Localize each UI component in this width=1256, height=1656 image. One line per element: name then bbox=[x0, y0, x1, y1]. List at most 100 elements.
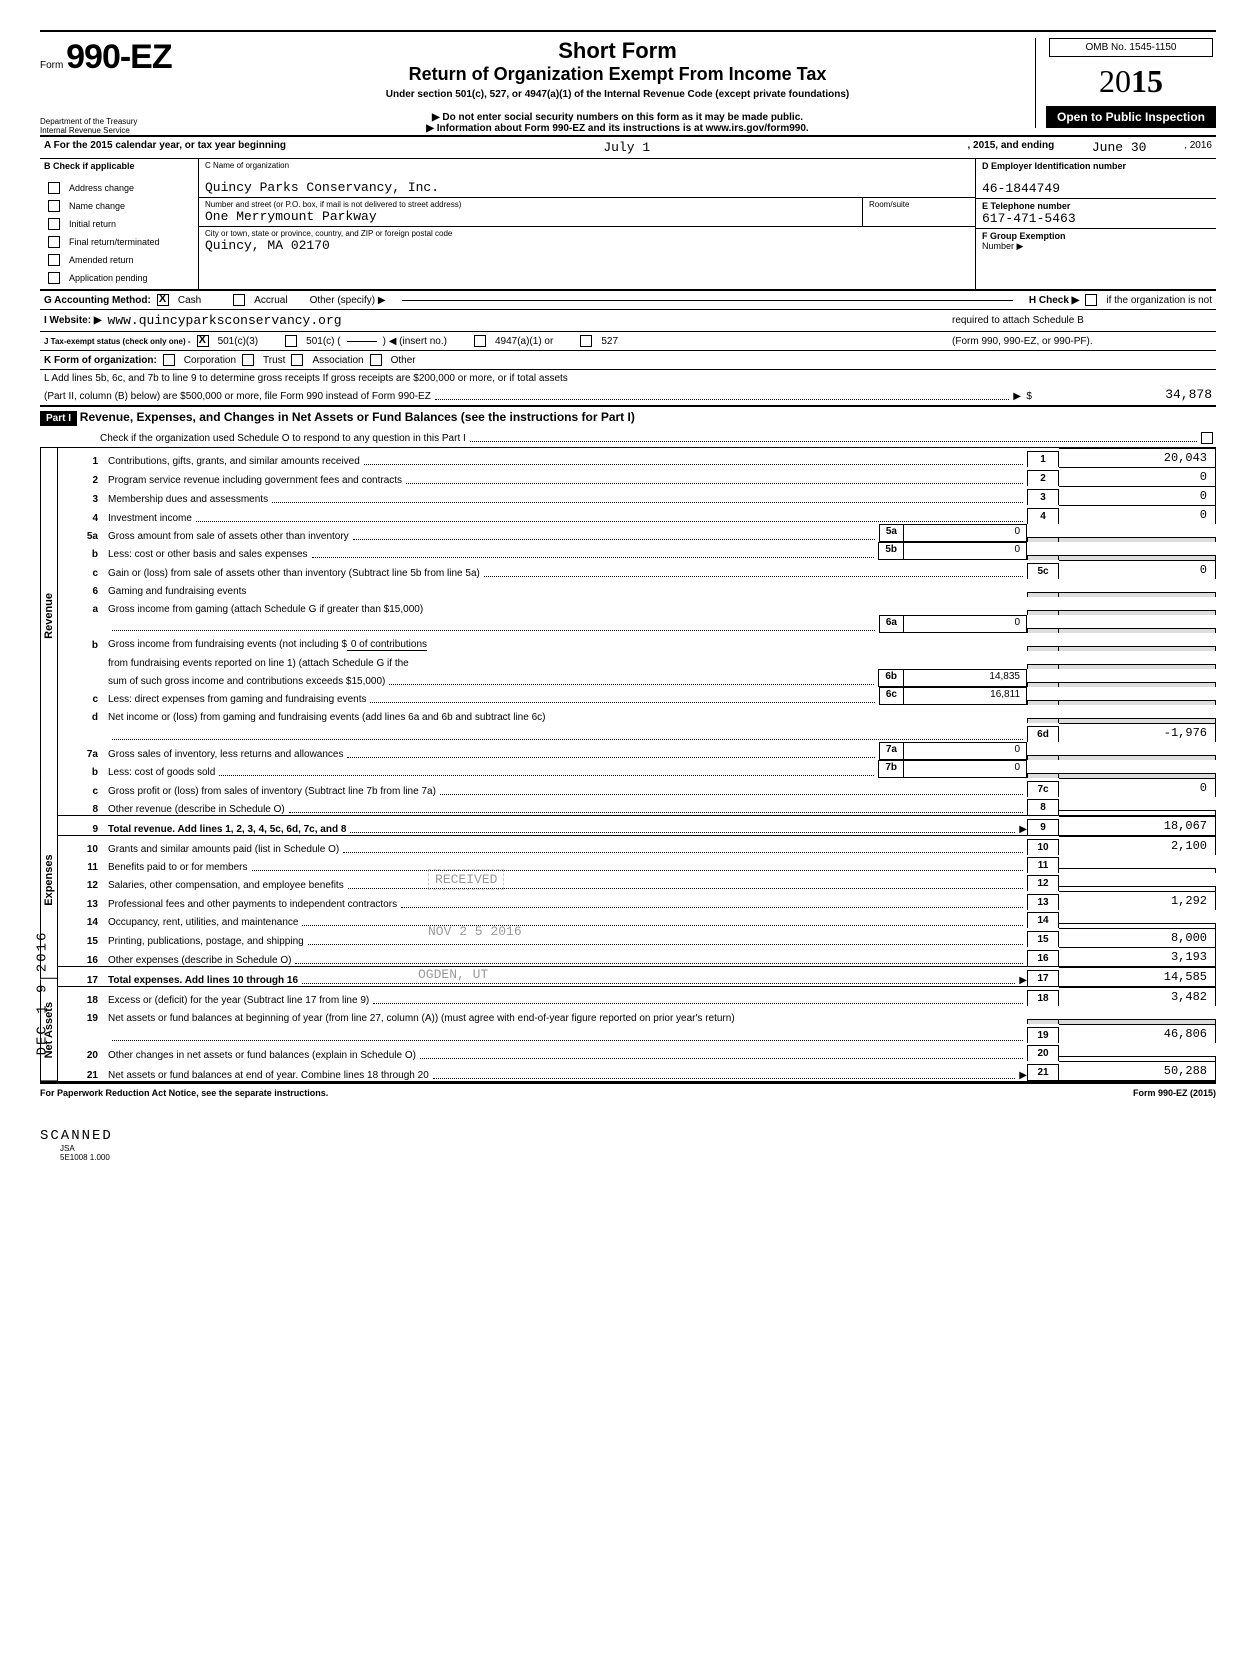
jsa: JSA bbox=[60, 1144, 1216, 1153]
g-label: G Accounting Method: bbox=[44, 295, 151, 306]
val-6b: 14,835 bbox=[904, 670, 1026, 686]
e-label: E Telephone number bbox=[982, 201, 1210, 211]
val-16: 3,193 bbox=[1059, 947, 1216, 966]
omb-number: OMB No. 1545-1150 bbox=[1049, 38, 1213, 57]
chk-final[interactable] bbox=[48, 236, 60, 248]
val-5b: 0 bbox=[904, 543, 1026, 559]
chk-name[interactable] bbox=[48, 200, 60, 212]
row-a-begin: July 1 bbox=[286, 140, 968, 155]
val-21: 50,288 bbox=[1059, 1061, 1216, 1081]
e-phone: 617-471-5463 bbox=[982, 211, 1210, 226]
form-number: 990-EZ bbox=[66, 38, 172, 76]
row-a-yearend: , 2016 bbox=[1184, 140, 1212, 155]
val-9: 18,067 bbox=[1059, 816, 1216, 835]
note-info: ▶ Information about Form 990-EZ and its … bbox=[200, 123, 1035, 134]
title-return: Return of Organization Exempt From Incom… bbox=[200, 64, 1035, 85]
title-short-form: Short Form bbox=[200, 38, 1035, 64]
chk-accrual[interactable] bbox=[233, 294, 245, 306]
tax-year: 2015 bbox=[1046, 63, 1216, 100]
dept-irs: Internal Revenue Service bbox=[40, 126, 200, 135]
f-sub: Number ▶ bbox=[982, 241, 1210, 252]
org-name: Quincy Parks Conservancy, Inc. bbox=[205, 180, 969, 195]
chk-schedo[interactable] bbox=[1201, 432, 1213, 444]
b-label: B Check if applicable bbox=[44, 161, 194, 171]
val-15: 8,000 bbox=[1059, 928, 1216, 947]
l-text1: L Add lines 5b, 6c, and 7b to line 9 to … bbox=[44, 373, 1212, 384]
chk-pending[interactable] bbox=[48, 272, 60, 284]
val-5c: 0 bbox=[1059, 560, 1216, 579]
chk-other[interactable] bbox=[370, 354, 382, 366]
val-4: 0 bbox=[1059, 505, 1216, 524]
chk-4947[interactable] bbox=[474, 335, 486, 347]
val-5a: 0 bbox=[904, 525, 1026, 541]
row-a-end: June 30 bbox=[1054, 140, 1184, 155]
chk-cash[interactable] bbox=[157, 294, 169, 306]
val-19: 46,806 bbox=[1059, 1024, 1216, 1043]
website: www.quincyparksconservancy.org bbox=[108, 313, 946, 328]
val-12 bbox=[1059, 886, 1216, 891]
street-label: Number and street (or P.O. box, if mail … bbox=[205, 200, 856, 209]
section-b: B Check if applicable Address change Nam… bbox=[40, 159, 199, 289]
chk-schedb[interactable] bbox=[1085, 294, 1097, 306]
h-label: H Check ▶ bbox=[1029, 295, 1079, 306]
l-text2: (Part II, column (B) below) are $500,000… bbox=[44, 391, 431, 402]
d-ein: 46-1844749 bbox=[982, 181, 1210, 196]
row-a-mid: , 2015, and ending bbox=[967, 140, 1054, 155]
val-6d: -1,976 bbox=[1059, 723, 1216, 742]
form-prefix: Form bbox=[40, 60, 63, 71]
chk-amended[interactable] bbox=[48, 254, 60, 266]
part-i-label: Part I bbox=[40, 411, 77, 426]
h-text-2: required to attach Schedule B bbox=[952, 315, 1212, 326]
stamp-received-dept: OGDEN, UT bbox=[418, 967, 488, 982]
chk-initial[interactable] bbox=[48, 218, 60, 230]
d-label: D Employer Identification number bbox=[982, 161, 1210, 171]
val-18: 3,482 bbox=[1059, 987, 1216, 1006]
g-other: Other (specify) ▶ bbox=[310, 295, 386, 306]
val-6a: 0 bbox=[904, 616, 1026, 632]
stamp-received-date: NOV 2 5 2016 bbox=[428, 924, 522, 939]
stamp-received: RECEIVED bbox=[435, 872, 497, 887]
chk-501c[interactable] bbox=[285, 335, 297, 347]
city: Quincy, MA 02170 bbox=[205, 238, 969, 253]
val-8 bbox=[1059, 810, 1216, 815]
chk-corp[interactable] bbox=[163, 354, 175, 366]
side-revenue: Revenue bbox=[40, 448, 57, 783]
part-i-title: Revenue, Expenses, and Changes in Net As… bbox=[80, 410, 635, 424]
h-text-3: (Form 990, 990-EZ, or 990-PF). bbox=[952, 336, 1212, 347]
h-text-1: if the organization is not bbox=[1106, 295, 1212, 306]
val-10: 2,100 bbox=[1059, 836, 1216, 855]
c-label: C Name of organization bbox=[205, 161, 969, 170]
i-label: I Website: ▶ bbox=[44, 315, 102, 326]
chk-address[interactable] bbox=[48, 182, 60, 194]
f-label: F Group Exemption bbox=[982, 231, 1210, 241]
val-13: 1,292 bbox=[1059, 891, 1216, 910]
footer-right: Form 990-EZ (2015) bbox=[1133, 1088, 1216, 1098]
open-public: Open to Public Inspection bbox=[1046, 106, 1216, 128]
chk-501c3[interactable] bbox=[197, 335, 209, 347]
val-7a: 0 bbox=[904, 743, 1026, 759]
val-17: 14,585 bbox=[1059, 967, 1216, 986]
val-3: 0 bbox=[1059, 486, 1216, 505]
room-label: Room/suite bbox=[869, 200, 969, 209]
val-2: 0 bbox=[1059, 467, 1216, 486]
val-6c: 16,811 bbox=[904, 688, 1026, 704]
val-7c: 0 bbox=[1059, 778, 1216, 797]
chk-527[interactable] bbox=[580, 335, 592, 347]
chk-assoc[interactable] bbox=[291, 354, 303, 366]
title-under: Under section 501(c), 527, or 4947(a)(1)… bbox=[200, 89, 1035, 100]
form-header: Form 990-EZ Department of the Treasury I… bbox=[40, 38, 1216, 135]
dept-treasury: Department of the Treasury bbox=[40, 117, 200, 126]
k-label: K Form of organization: bbox=[44, 355, 157, 366]
note-ssn: ▶ Do not enter social security numbers o… bbox=[200, 112, 1035, 123]
row-a-label: A For the 2015 calendar year, or tax yea… bbox=[44, 140, 286, 155]
j-label: J Tax-exempt status (check only one) - bbox=[44, 337, 191, 346]
chk-trust[interactable] bbox=[242, 354, 254, 366]
val-7b: 0 bbox=[904, 761, 1026, 777]
part-i-check: Check if the organization used Schedule … bbox=[100, 433, 466, 444]
stamp-scanned: SCANNED bbox=[40, 1128, 1216, 1144]
city-label: City or town, state or province, country… bbox=[205, 229, 969, 238]
stamp-date-side: DEC 1 9 2016 bbox=[34, 931, 50, 1056]
l-val: 34,878 bbox=[1032, 387, 1212, 402]
footer-left: For Paperwork Reduction Act Notice, see … bbox=[40, 1088, 328, 1098]
val-1: 20,043 bbox=[1059, 448, 1216, 467]
